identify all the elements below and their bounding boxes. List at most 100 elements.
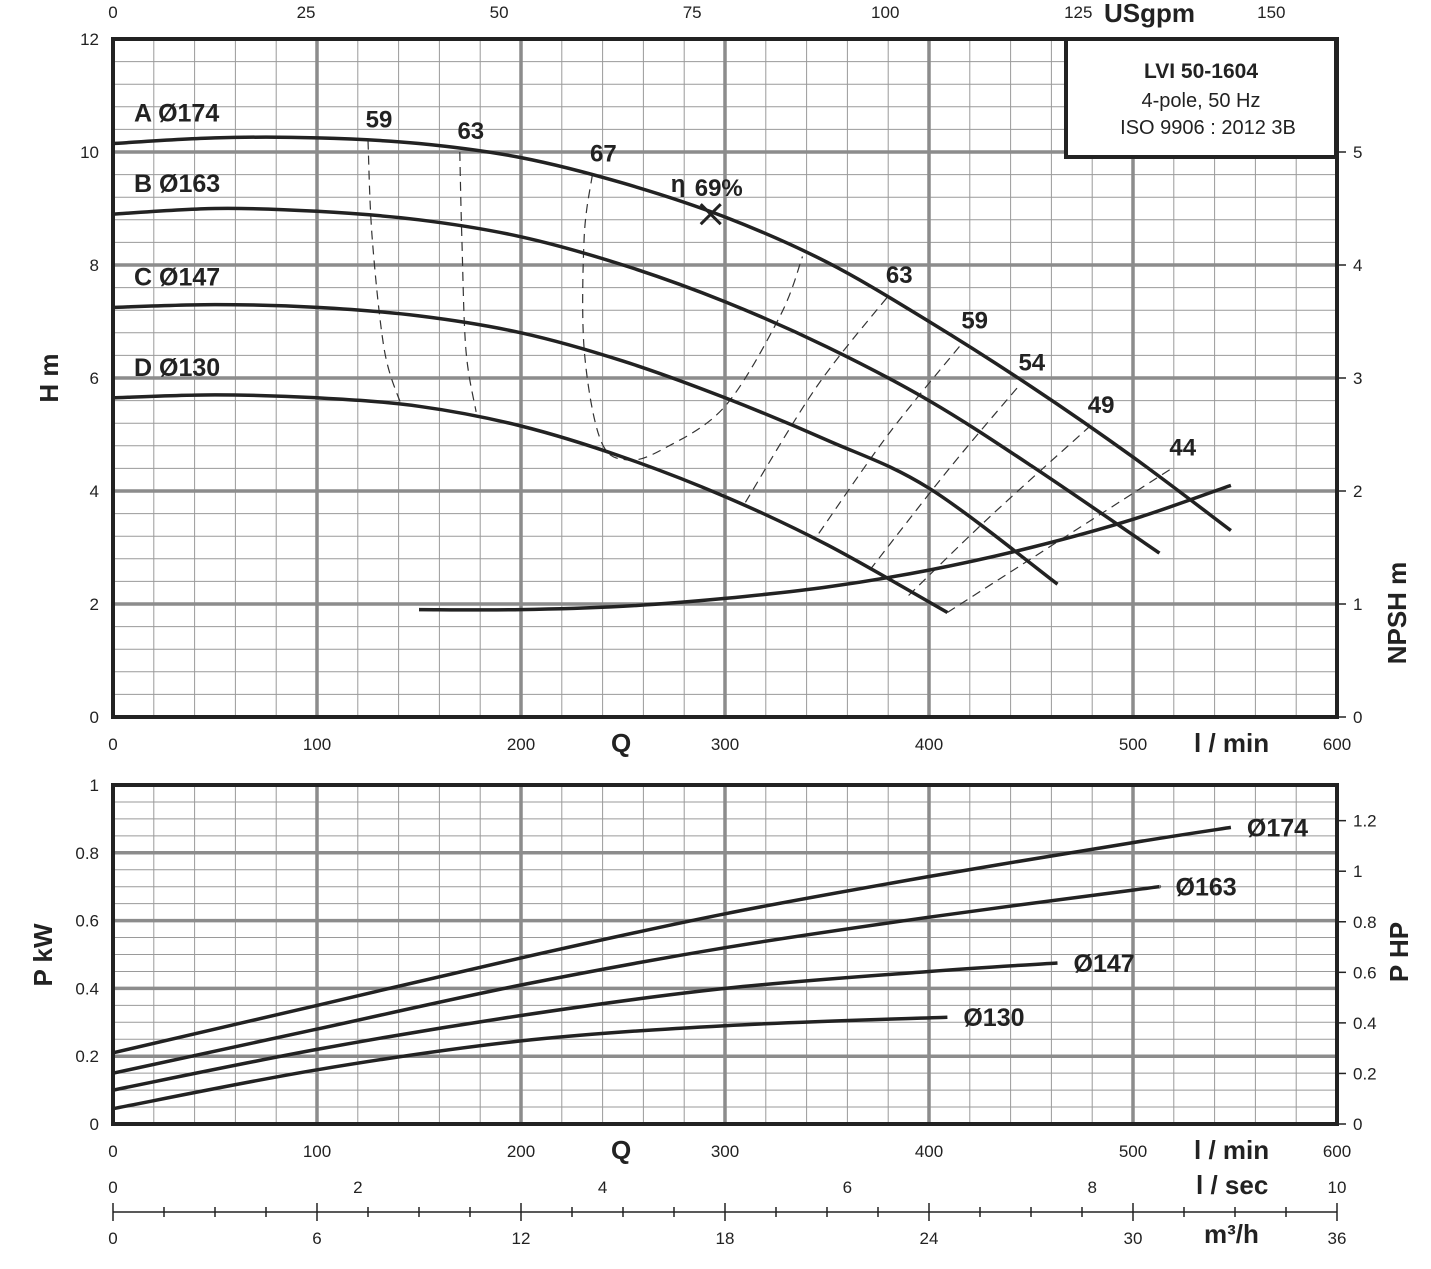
grid-layer (113, 39, 1337, 1124)
pkw-tick-label: 0.2 (75, 1047, 99, 1066)
npsh-tick-label: 1 (1353, 595, 1362, 614)
head-curve-label: C Ø147 (134, 263, 220, 291)
q-axis-label-top: Q (611, 728, 631, 758)
m3h-tick-label: 0 (108, 1229, 117, 1248)
efficiency-label-54: 54 (1018, 350, 1045, 377)
php-tick-label: 0 (1353, 1115, 1362, 1134)
efficiency-label-67: 67 (590, 141, 617, 168)
efficiency-label-49: 49 (1088, 392, 1115, 419)
h-axis-label: H m (34, 353, 64, 402)
php-tick-label: 1 (1353, 862, 1362, 881)
h-tick-label: 8 (90, 256, 99, 275)
efficiency-contour-54 (869, 383, 1022, 571)
lmin-tick-label-bottom: 0 (108, 1142, 117, 1161)
h-tick-label: 6 (90, 369, 99, 388)
power-plot-frame (111, 783, 1339, 1126)
usgpm-tick-label: 150 (1257, 3, 1285, 22)
php-tick-label: 0.6 (1353, 963, 1377, 982)
head-curve-B (112, 206, 1161, 555)
php-tick-label: 1.2 (1353, 812, 1377, 831)
h-tick-label: 10 (80, 143, 99, 162)
lmin-tick-label-bottom: 500 (1119, 1142, 1147, 1161)
lmin-tick-label: 100 (303, 735, 331, 754)
php-tick-label: 0.2 (1353, 1064, 1377, 1083)
m3h-tick-label: 12 (512, 1229, 531, 1248)
power-curve-Ø174 (112, 825, 1232, 1055)
curve-layer: 59 63 67 63 59 54 49 44 A Ø174 B Ø163 C Ø147 D Ø130… (112, 100, 1308, 1111)
efficiency-contour-59 (367, 140, 402, 404)
power-curve-label: Ø147 (1074, 950, 1135, 978)
head-plot-frame (111, 37, 1339, 719)
npsh-curve (418, 483, 1232, 612)
pkw-tick-label: 0.4 (75, 979, 99, 998)
lmin-tick-label-bottom: 400 (915, 1142, 943, 1161)
lmin-tick-label: 200 (507, 735, 535, 754)
lmin-tick-label-bottom: 200 (507, 1142, 535, 1161)
efficiency-contour-63 (459, 151, 477, 412)
title-line-2: 4-pole, 50 Hz (1142, 90, 1261, 112)
power-curve-Ø130 (112, 1015, 948, 1111)
php-tick-label: 0.8 (1353, 913, 1377, 932)
power-curve-Ø163 (112, 884, 1162, 1075)
php-tick-label: 0.4 (1353, 1014, 1377, 1033)
power-curve-label: Ø163 (1176, 874, 1237, 902)
q-axis-label-bottom: Q (611, 1135, 631, 1165)
efficiency-contour-49 (908, 425, 1091, 596)
lmin-tick-label: 0 (108, 735, 117, 754)
npsh-tick-label: 0 (1353, 708, 1362, 727)
efficiency-label-63: 63 (457, 118, 484, 145)
lmin-tick-label-bottom: 100 (303, 1142, 331, 1161)
lmin-axis-label-top: l / min (1194, 728, 1269, 758)
pkw-tick-label: 0.6 (75, 912, 99, 931)
title-line-3: ISO 9906 : 2012 3B (1120, 117, 1296, 139)
lsec-tick-label: 10 (1328, 1178, 1347, 1197)
lsec-tick-label: 8 (1087, 1178, 1096, 1197)
h-tick-label: 12 (80, 30, 99, 49)
best-efficiency-label: 69% (695, 175, 743, 202)
usgpm-tick-label: 125 (1064, 3, 1092, 22)
efficiency-symbol: η (671, 171, 686, 198)
npsh-tick-label: 5 (1353, 143, 1362, 162)
usgpm-tick-label: 0 (108, 3, 117, 22)
npsh-tick-label: 4 (1353, 256, 1362, 275)
lmin-tick-label: 600 (1323, 735, 1351, 754)
usgpm-tick-label: 75 (683, 3, 702, 22)
lmin-tick-label: 300 (711, 735, 739, 754)
m3h-axis-label: m³/h (1204, 1219, 1259, 1249)
pkw-tick-label: 0.8 (75, 844, 99, 863)
efficiency-contour-44 (947, 467, 1173, 614)
efficiency-contour-63 (744, 295, 889, 503)
lmin-tick-label: 500 (1119, 735, 1147, 754)
lsec-tick-label: 6 (843, 1178, 852, 1197)
pkw-tick-label: 1 (90, 776, 99, 795)
m3h-tick-label: 18 (716, 1229, 735, 1248)
npsh-tick-label: 3 (1353, 369, 1362, 388)
lsec-tick-label: 0 (108, 1178, 117, 1197)
lmin-tick-label: 400 (915, 735, 943, 754)
head-curve-label: D Ø130 (134, 354, 220, 382)
m3h-tick-label: 36 (1328, 1229, 1347, 1248)
lmin-tick-label-bottom: 600 (1323, 1142, 1351, 1161)
usgpm-tick-label: 50 (490, 3, 509, 22)
head-curve-A (112, 135, 1232, 532)
h-tick-label: 0 (90, 708, 99, 727)
lsec-axis-label: l / sec (1196, 1170, 1268, 1200)
usgpm-axis-label: USgpm (1104, 0, 1195, 28)
power-curve-Ø147 (112, 961, 1058, 1092)
title-box: LVI 50-1604 4-pole, 50 Hz ISO 9906 : 201… (1064, 37, 1338, 159)
h-tick-label: 2 (90, 595, 99, 614)
lmin-tick-label-bottom: 300 (711, 1142, 739, 1161)
head-curve-C (112, 302, 1059, 586)
lsec-tick-label: 2 (353, 1178, 362, 1197)
m3h-tick-label: 6 (312, 1229, 321, 1248)
model-title: LVI 50-1604 (1144, 60, 1258, 83)
h-tick-label: 4 (90, 482, 99, 501)
power-curve-label: Ø174 (1247, 814, 1308, 842)
efficiency-label-59: 59 (366, 107, 393, 134)
m3h-tick-label: 30 (1124, 1229, 1143, 1248)
head-curve-label: B Ø163 (134, 170, 220, 198)
head-curve-label: A Ø174 (134, 100, 219, 128)
m3h-tick-label: 24 (920, 1229, 939, 1248)
efficiency-contour-59 (818, 340, 965, 534)
